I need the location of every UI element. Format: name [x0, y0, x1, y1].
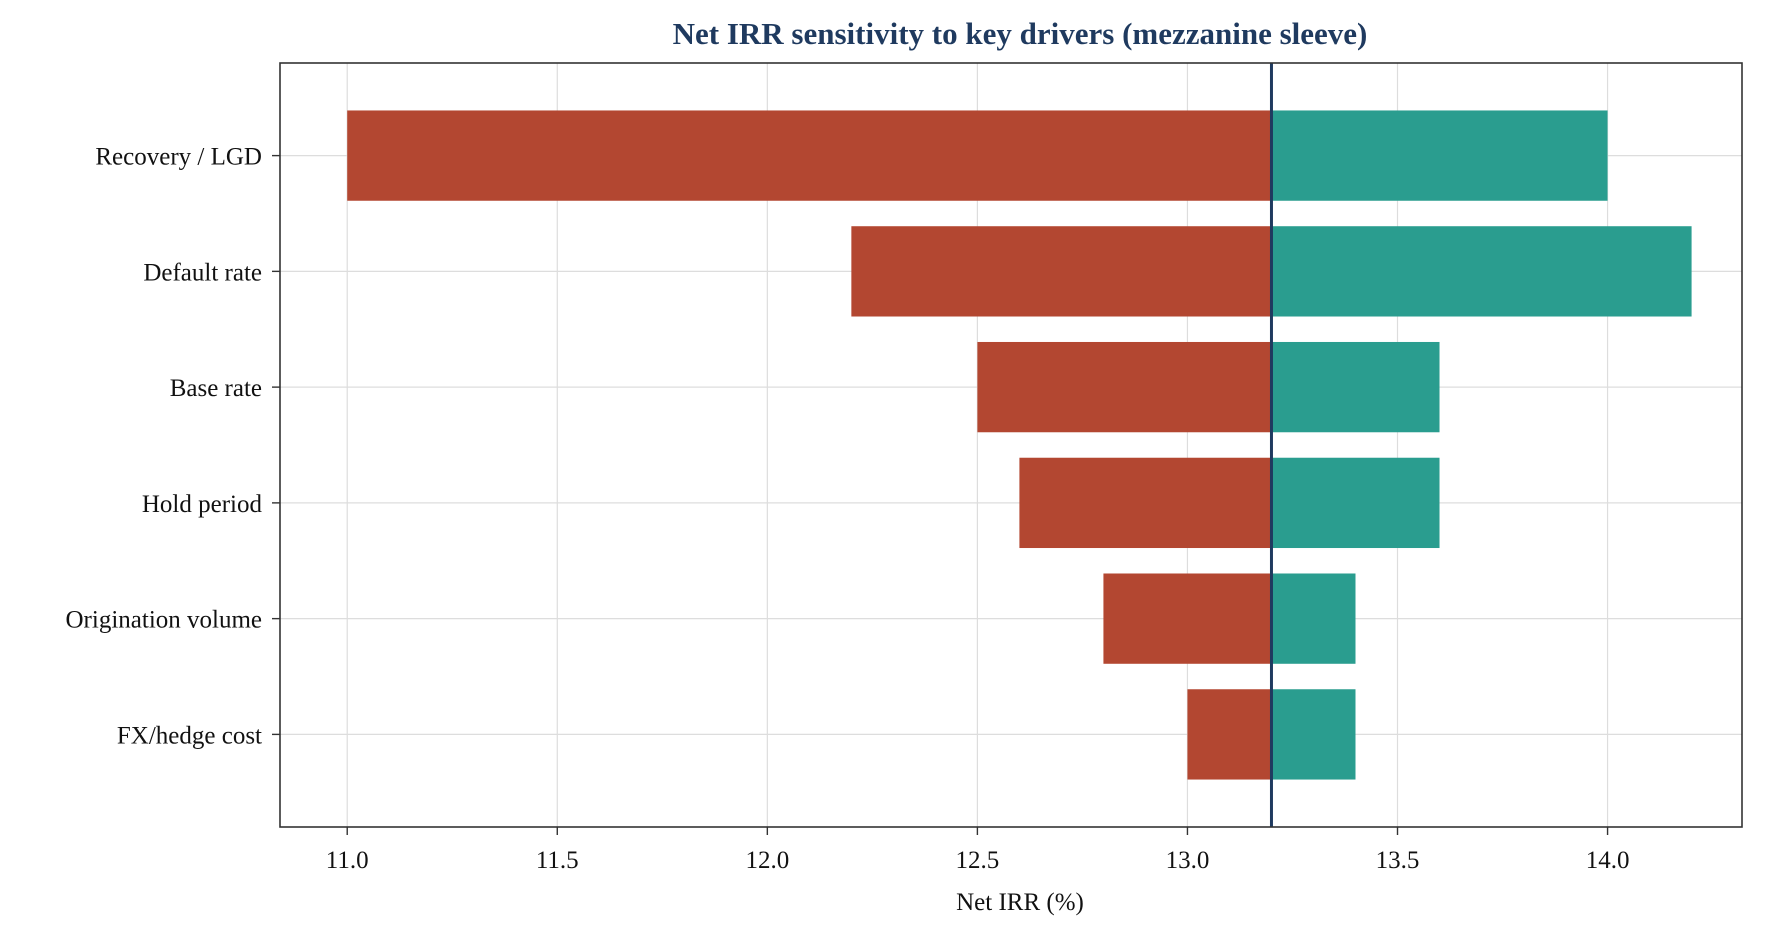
- y-tick-label: FX/hedge cost: [117, 722, 262, 749]
- y-tick-label: Origination volume: [66, 607, 263, 634]
- bar-high: [1271, 573, 1356, 664]
- bar-high: [1271, 689, 1356, 780]
- x-tick-label: 12.5: [956, 847, 1000, 874]
- y-tick-label: Default rate: [143, 259, 262, 286]
- x-tick-label: 12.0: [745, 847, 789, 874]
- bar-high: [1271, 110, 1608, 201]
- x-tick-label: 11.5: [536, 847, 579, 874]
- bar-high: [1271, 226, 1692, 317]
- x-axis-label: Net IRR (%): [956, 889, 1084, 916]
- bar-low: [1103, 573, 1272, 664]
- x-tick-label: 14.0: [1586, 847, 1630, 874]
- chart-title: Net IRR sensitivity to key drivers (mezz…: [673, 16, 1368, 51]
- bar-low: [851, 226, 1272, 317]
- bars: [347, 110, 1692, 780]
- y-axis-ticks: Recovery / LGD Default rate Base rate Hold …: [66, 144, 280, 749]
- y-tick-label: Base rate: [170, 375, 262, 402]
- y-tick-label: Recovery / LGD: [95, 144, 262, 171]
- bar-high: [1271, 341, 1440, 433]
- x-tick-label: 13.0: [1166, 847, 1210, 874]
- y-tick-label: Hold period: [142, 491, 263, 518]
- x-tick-label: 13.5: [1376, 847, 1420, 874]
- bar-low: [347, 110, 1272, 201]
- x-axis-ticks: 11.0 11.5 12.0 12.5 13.0 13.5 14.0: [326, 827, 1630, 874]
- x-tick-label: 11.0: [326, 847, 369, 874]
- bar-low: [1019, 457, 1272, 549]
- plot-frame: [279, 62, 1743, 828]
- bar-low: [977, 341, 1272, 433]
- bar-low: [1187, 689, 1272, 780]
- bar-high: [1271, 457, 1440, 549]
